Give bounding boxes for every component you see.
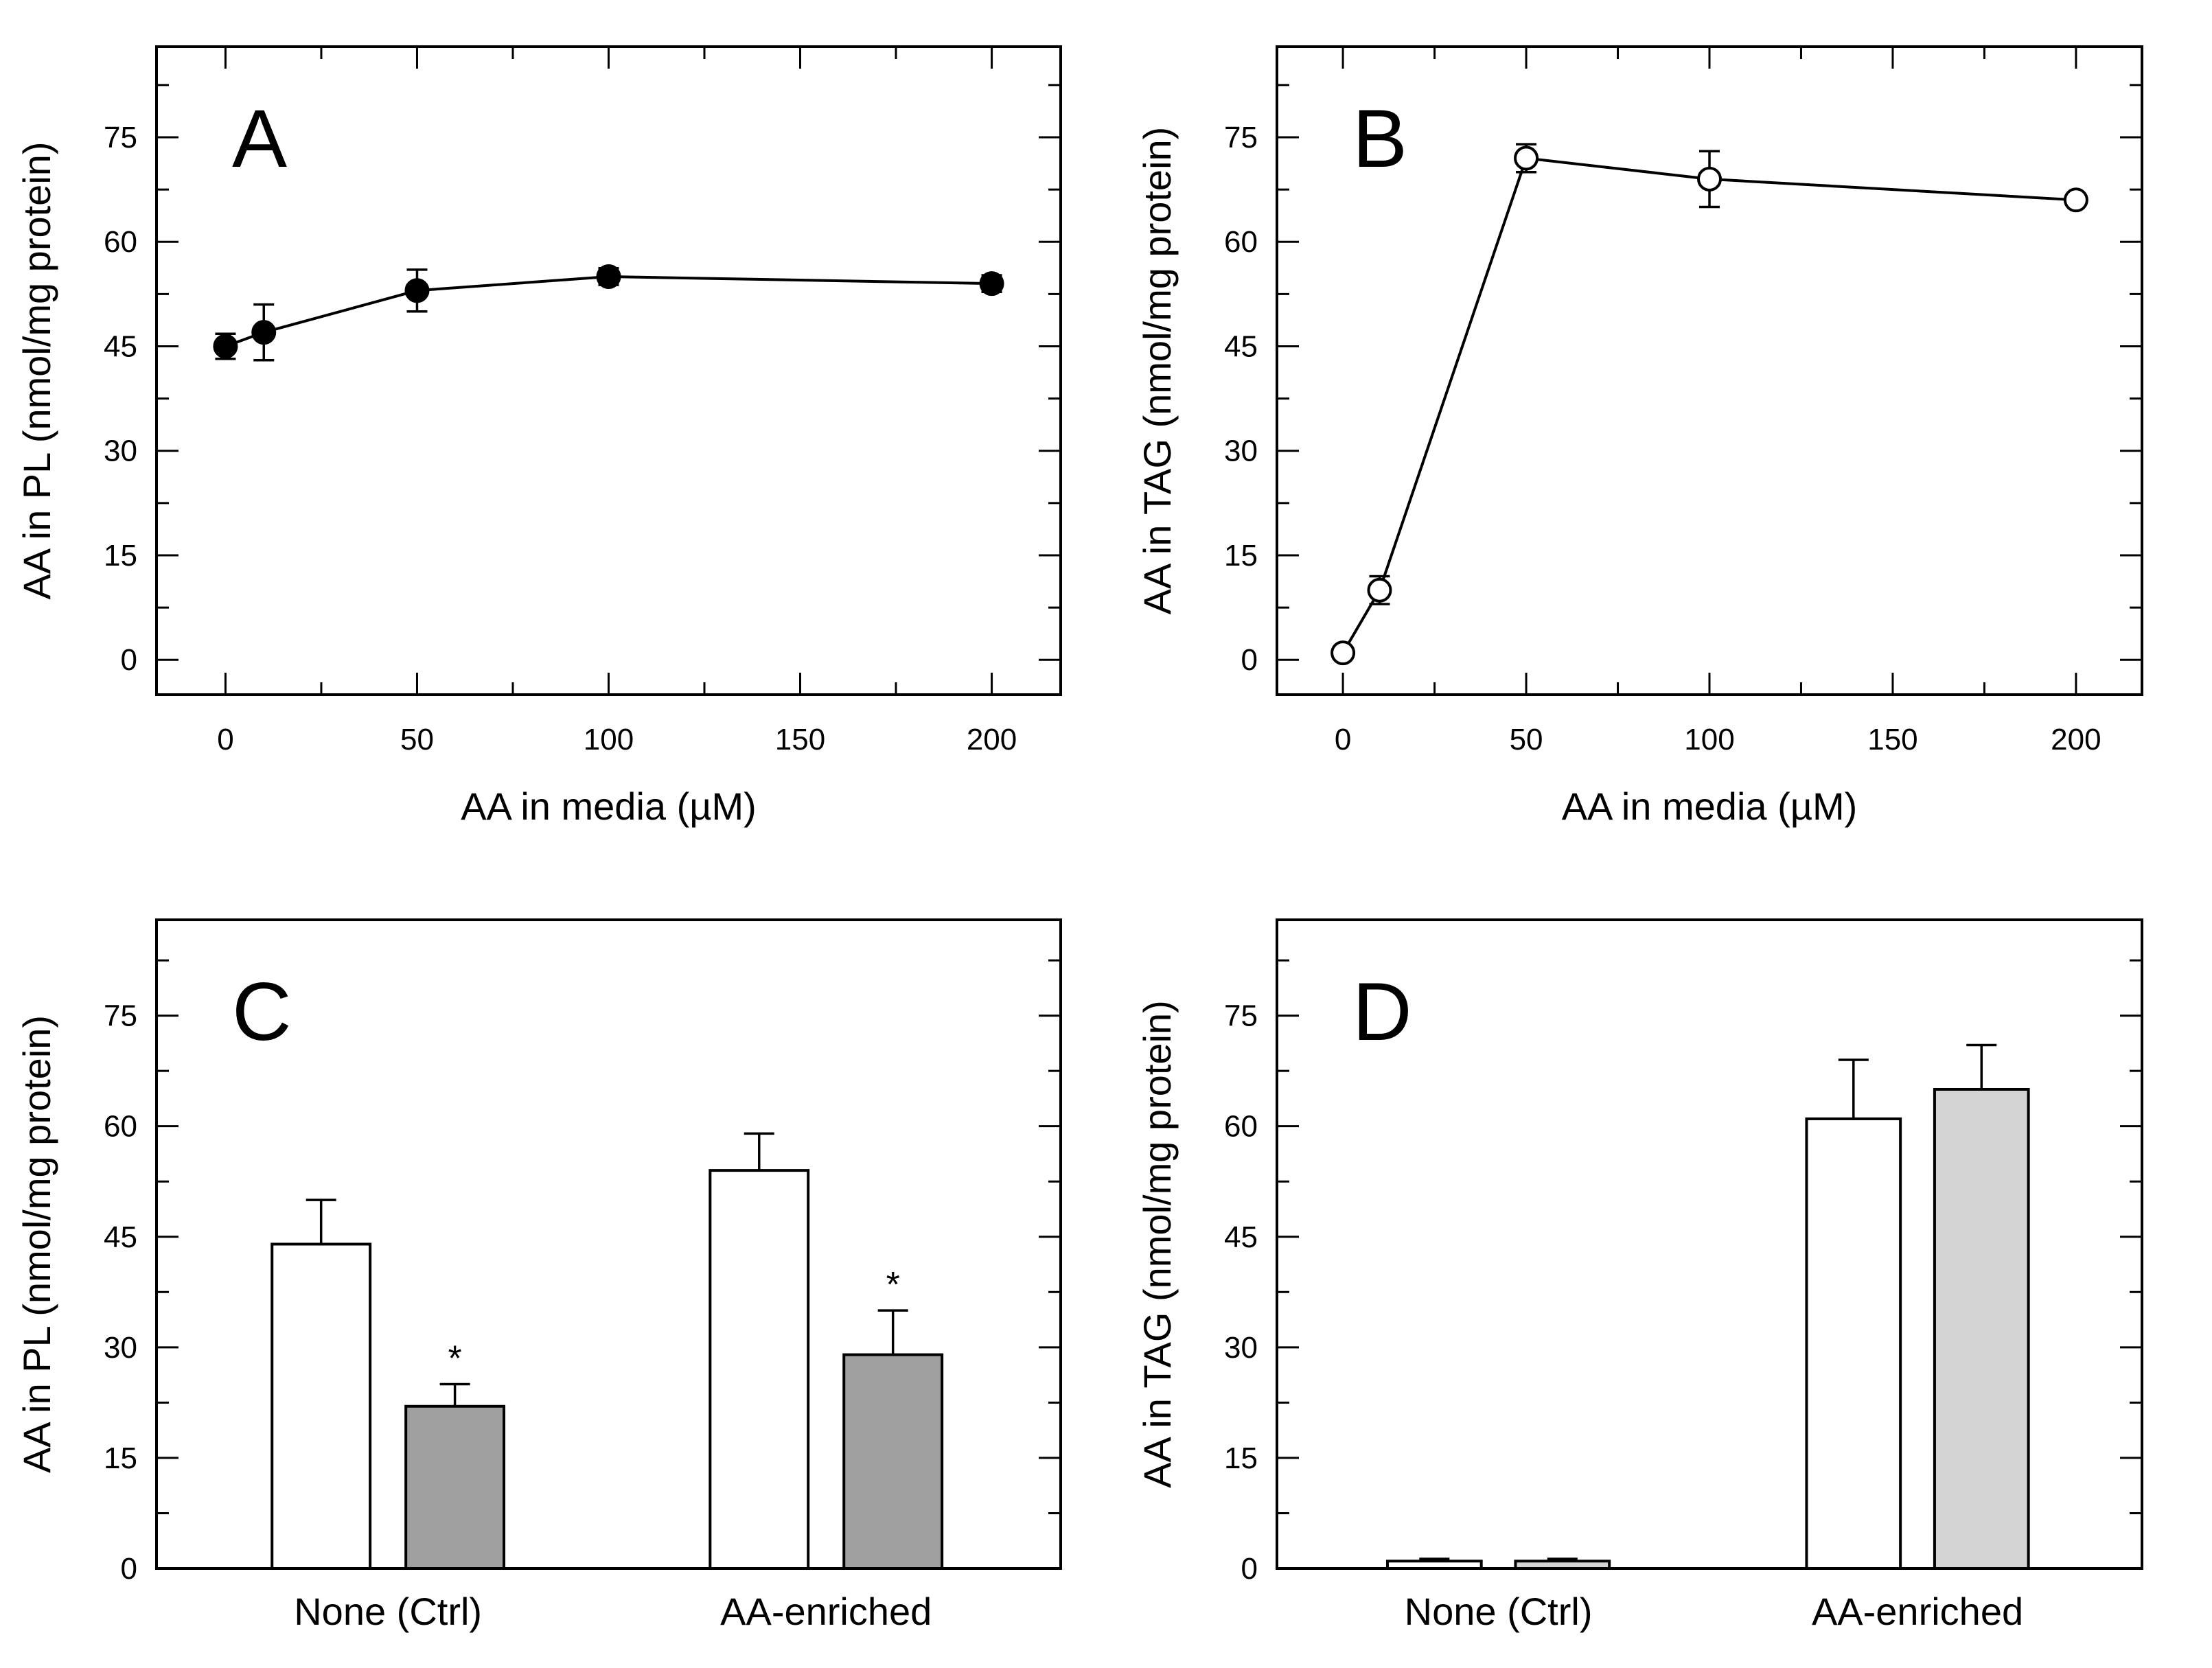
y-axis-title: AA in PL (nmol/mg protein) [15,1015,58,1473]
x-tick-label: 0 [1335,723,1351,756]
data-point [596,264,621,289]
significance-mark: * [448,1339,461,1379]
panel-label: C [232,966,292,1058]
y-tick-label: 75 [104,999,137,1033]
y-tick-label: 75 [104,121,137,154]
data-point [251,320,277,345]
series-line [1341,157,2077,654]
category-label: None (Ctrl) [294,1590,482,1633]
y-tick-label: 30 [104,1331,137,1365]
bar [270,1242,372,1570]
bar [1385,1560,1483,1571]
data-point [1367,577,1392,603]
panel-b: 0 15 30 45 60 75 AA in TAG (nmol/mg protein) B 0… [1136,45,2143,828]
x-tick-label: 150 [1867,723,1917,756]
y-tick-label: 30 [104,435,137,468]
y-tick-label: 0 [1241,643,1258,677]
plot-frame [155,45,1062,696]
y-tick-label: 45 [1224,1220,1258,1254]
significance-mark: * [886,1265,900,1305]
y-axis-title: AA in PL (nmol/mg protein) [15,141,58,599]
y-tick-label: 15 [1224,539,1258,572]
bar [404,1404,506,1570]
x-tick-label: 50 [400,723,434,756]
category-label: AA-enriched [1812,1590,2023,1633]
panel-label: A [232,93,287,185]
panel-label: B [1352,93,1407,185]
x-tick-label: 200 [967,723,1017,756]
category-label: AA-enriched [720,1590,932,1633]
y-tick-label: 60 [1224,1110,1258,1144]
data-point [1330,640,1356,666]
x-axis-title: AA in media (µM) [1562,785,1858,828]
panel-a: 0 15 30 45 60 75 AA in PL (nmol/mg protein) A 0 5… [15,45,1062,828]
y-tick-label: 60 [104,1110,137,1144]
y-tick-label: 15 [1224,1441,1258,1475]
bar [708,1169,810,1570]
data-point [1514,146,1539,171]
plot-frame [155,918,1062,1570]
data-point [404,278,430,303]
category-label: None (Ctrl) [1405,1590,1593,1633]
panel-c: 0 15 30 45 60 75 AA in PL (nmol/mg protein) C No… [15,918,1062,1633]
y-tick-label: 30 [1224,1331,1258,1365]
y-tick-label: 45 [104,329,137,363]
data-point [979,271,1004,297]
x-axis-title: AA in media (µM) [461,785,757,828]
x-tick-label: 0 [217,723,233,756]
y-tick-label: 45 [104,1220,137,1254]
x-tick-label: 100 [584,723,634,756]
x-tick-label: 150 [775,723,825,756]
data-point [213,334,238,359]
panel-d: 0 15 30 45 60 75 AA in TAG (nmol/mg protein) D N… [1136,918,2143,1633]
y-tick-label: 0 [1241,1552,1258,1586]
y-tick-label: 30 [1224,435,1258,468]
y-tick-label: 60 [1224,225,1258,259]
y-tick-label: 45 [1224,329,1258,363]
y-tick-label: 75 [1224,121,1258,154]
x-tick-label: 50 [1510,723,1543,756]
y-axis-title: AA in TAG (nmol/mg protein) [1136,1000,1179,1488]
y-tick-label: 15 [104,539,137,572]
data-point [1697,166,1722,192]
bar [1514,1560,1611,1571]
y-tick-label: 15 [104,1441,137,1475]
x-tick-label: 200 [2051,723,2101,756]
y-axis-title: AA in TAG (nmol/mg protein) [1136,127,1179,615]
y-tick-label: 75 [1224,999,1258,1033]
bar [1805,1117,1902,1571]
panel-label: D [1352,966,1412,1058]
x-tick-label: 100 [1684,723,1734,756]
plot-frame [1276,918,2143,1570]
y-tick-label: 0 [121,1552,137,1586]
y-tick-label: 0 [121,643,137,677]
y-tick-label: 60 [104,225,137,259]
data-point [2063,187,2088,213]
bar [842,1353,944,1571]
bar [1933,1087,2030,1570]
